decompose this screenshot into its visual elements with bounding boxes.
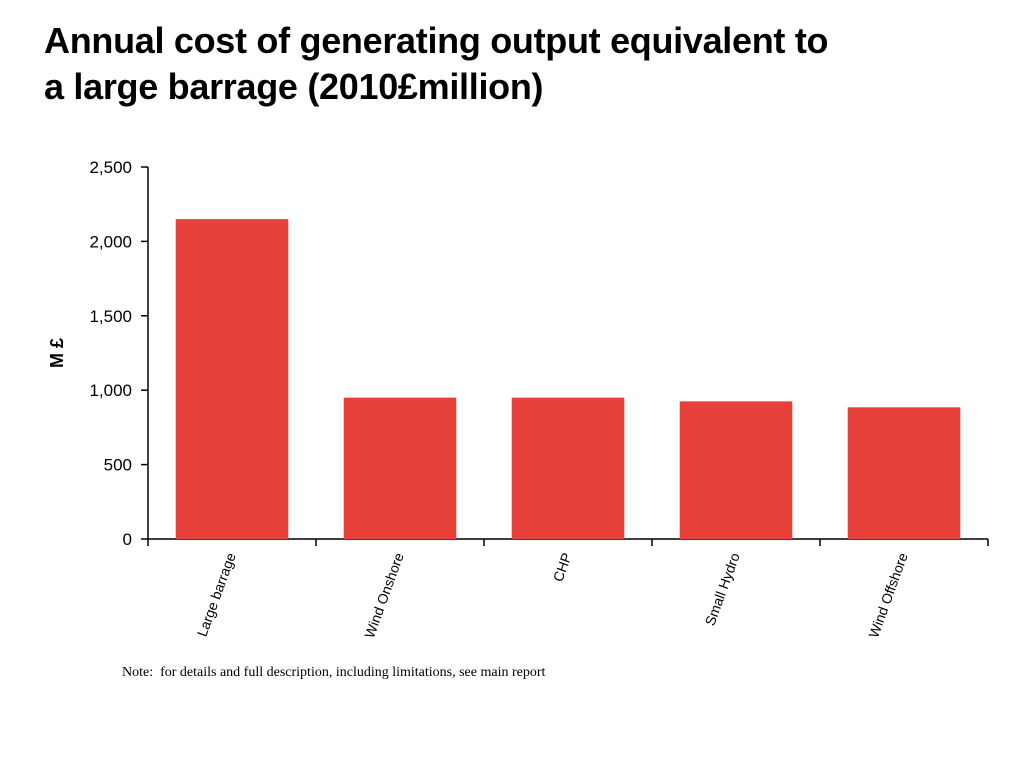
- bar-small-hydro: [679, 401, 793, 539]
- bar-chp: [511, 397, 625, 539]
- bar-large-barrage: [175, 219, 289, 539]
- x-tick-label: Large barrage: [194, 550, 239, 638]
- x-tick-label: CHP: [550, 551, 575, 584]
- x-tick-label: Small Hydro: [702, 550, 743, 627]
- y-tick-label: 2,000: [89, 232, 132, 251]
- y-tick-label: 0: [123, 530, 132, 549]
- x-tick-label: Wind Offshore: [865, 550, 911, 640]
- y-axis-label: M £: [47, 338, 67, 368]
- y-tick-label: 500: [104, 456, 132, 475]
- chart-title-line-1: Annual cost of generating output equival…: [44, 20, 829, 61]
- chart-title-line-2: a large barrage (2010£million): [44, 66, 544, 107]
- y-tick-label: 1,500: [89, 307, 132, 326]
- footnote: Note: for details and full description, …: [122, 665, 546, 680]
- x-tick-label: Wind Onshore: [361, 550, 407, 640]
- bar-wind-offshore: [847, 407, 961, 539]
- chart-title: Annual cost of generating output equival…: [44, 18, 1004, 110]
- bar-wind-onshore: [343, 397, 457, 539]
- y-tick-label: 1,000: [89, 381, 132, 400]
- y-tick-label: 2,500: [89, 158, 132, 177]
